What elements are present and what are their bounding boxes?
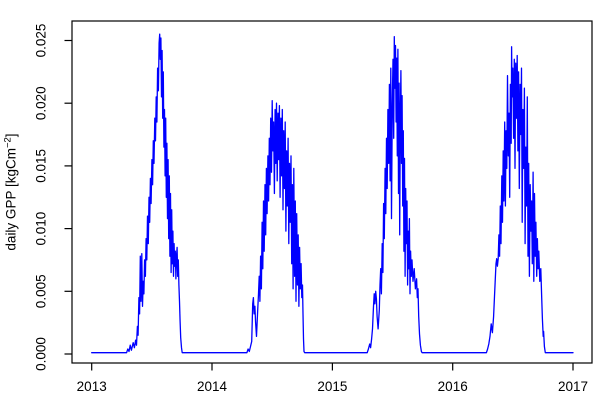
- y-axis-tick-label: 0.005: [34, 274, 49, 308]
- y-axis-title-superscript: −2: [3, 137, 14, 148]
- y-axis-title-base: daily GPP [kgCm: [4, 148, 19, 251]
- x-axis-tick-label: 2016: [438, 379, 468, 394]
- x-axis-tick-label: 2013: [77, 379, 107, 394]
- y-axis-title-suffix: ]: [4, 133, 19, 137]
- gpp-series-line: [91, 33, 574, 354]
- y-axis-tick-label: 0.025: [34, 24, 49, 58]
- y-axis-tick-label: 0.000: [34, 337, 49, 371]
- x-axis-tick-label: 2017: [558, 379, 588, 394]
- y-axis-title: daily GPP [kgCm−2]: [3, 133, 19, 250]
- x-axis-tick-label: 2015: [317, 379, 347, 394]
- x-axis-tick-label: 2014: [197, 379, 228, 394]
- y-axis-tick-label: 0.020: [34, 86, 49, 120]
- y-axis-tick-label: 0.015: [34, 149, 49, 183]
- y-axis-tick-label: 0.010: [34, 212, 49, 246]
